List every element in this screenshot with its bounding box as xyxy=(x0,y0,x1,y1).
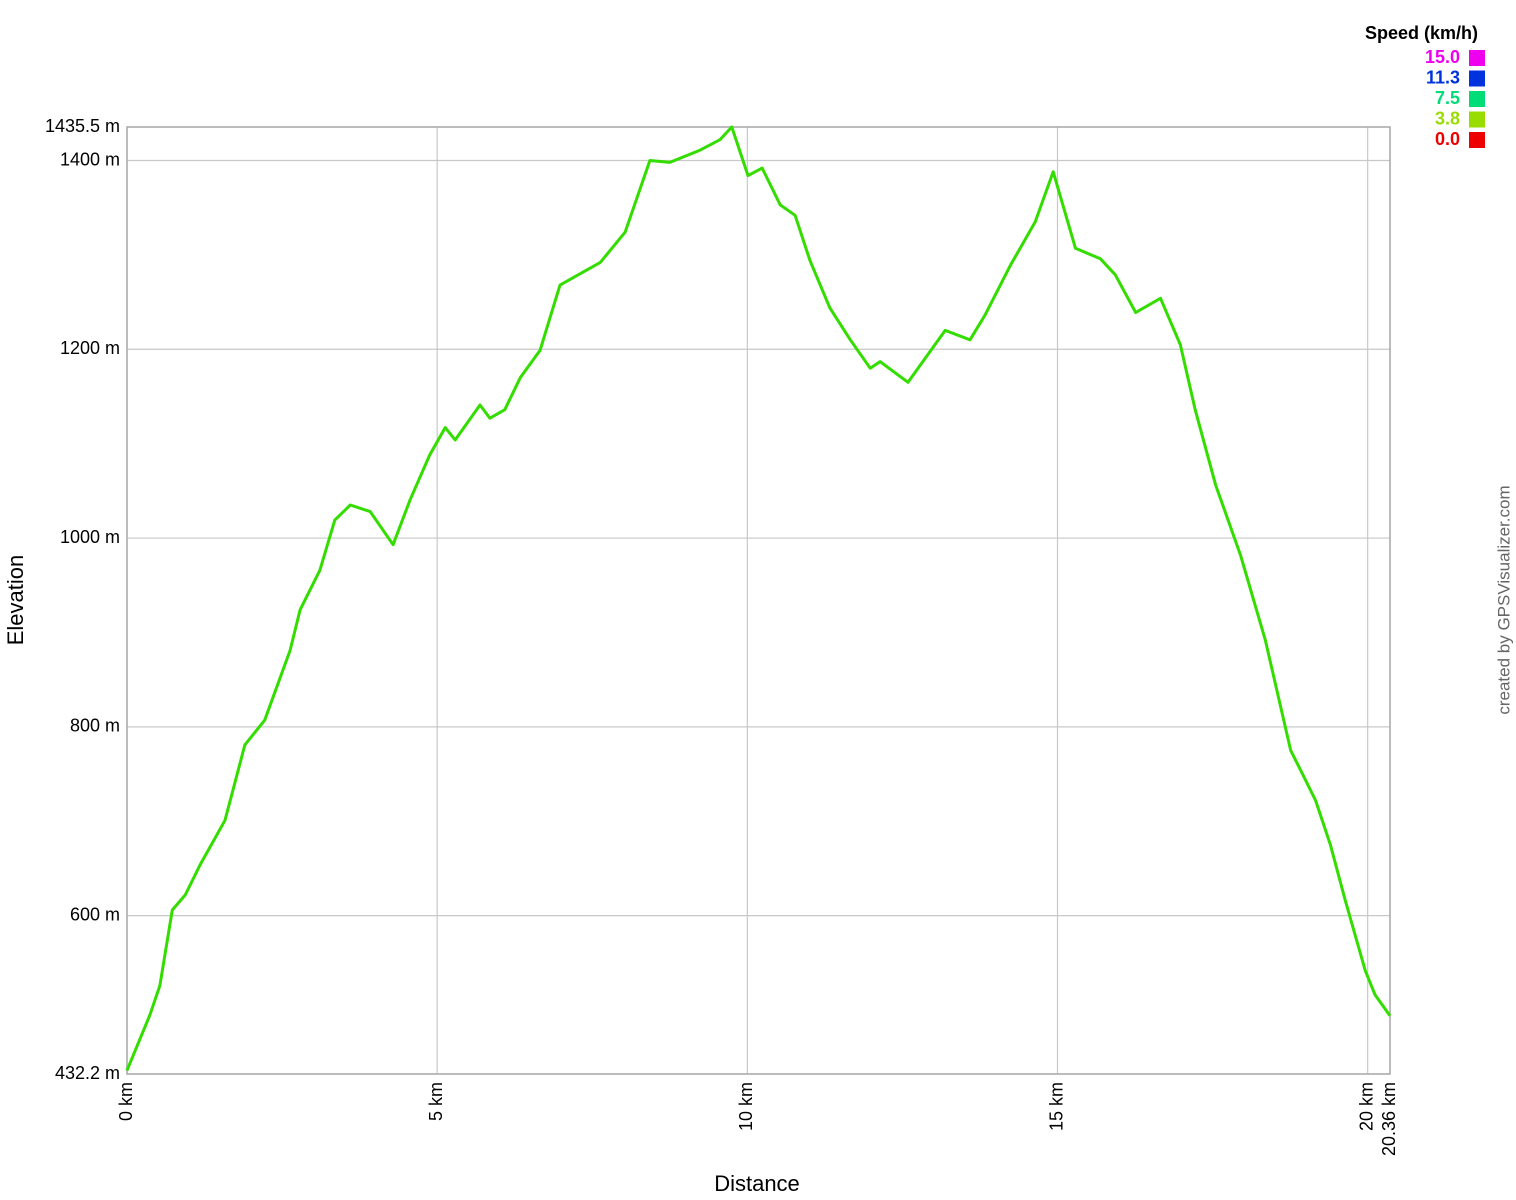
y-tick-label: 432.2 m xyxy=(55,1063,120,1083)
plot-frame xyxy=(126,126,1391,1075)
y-tick-label: 1200 m xyxy=(60,338,120,358)
legend-swatch xyxy=(1469,111,1485,128)
legend-swatch xyxy=(1469,50,1485,66)
y-tick-label: 600 m xyxy=(70,904,120,924)
y-tick-label: 1000 m xyxy=(60,527,120,547)
x-tick-label: 20.36 km xyxy=(1379,1082,1399,1156)
legend-swatch xyxy=(1469,70,1485,87)
legend-swatch xyxy=(1469,132,1485,148)
legend-label: 7.5 xyxy=(1435,88,1460,108)
legend-label: 0.0 xyxy=(1435,129,1460,149)
elevation-line xyxy=(125,125,1392,1071)
legend-label: 3.8 xyxy=(1435,108,1460,128)
x-tick-label: 10 km xyxy=(736,1082,756,1131)
x-tick-label: 5 km xyxy=(426,1082,446,1121)
y-axis-label: Elevation xyxy=(3,555,28,646)
y-tick-label: 1400 m xyxy=(60,149,120,169)
legend-label: 11.3 xyxy=(1426,67,1460,87)
watermark: created by GPSVisualizer.com xyxy=(1494,485,1513,714)
legend-label: 15.0 xyxy=(1425,47,1460,67)
y-tick-label: 800 m xyxy=(70,716,120,736)
legend-title: Speed (km/h) xyxy=(1365,23,1478,43)
x-tick-label: 15 km xyxy=(1046,1082,1066,1131)
y-tick-label: 1435.5 m xyxy=(45,116,120,136)
x-tick-label: 0 km xyxy=(116,1082,136,1121)
legend-swatch xyxy=(1469,91,1485,107)
x-axis-label: Distance xyxy=(714,1171,800,1196)
x-tick-label: 20 km xyxy=(1356,1082,1376,1131)
